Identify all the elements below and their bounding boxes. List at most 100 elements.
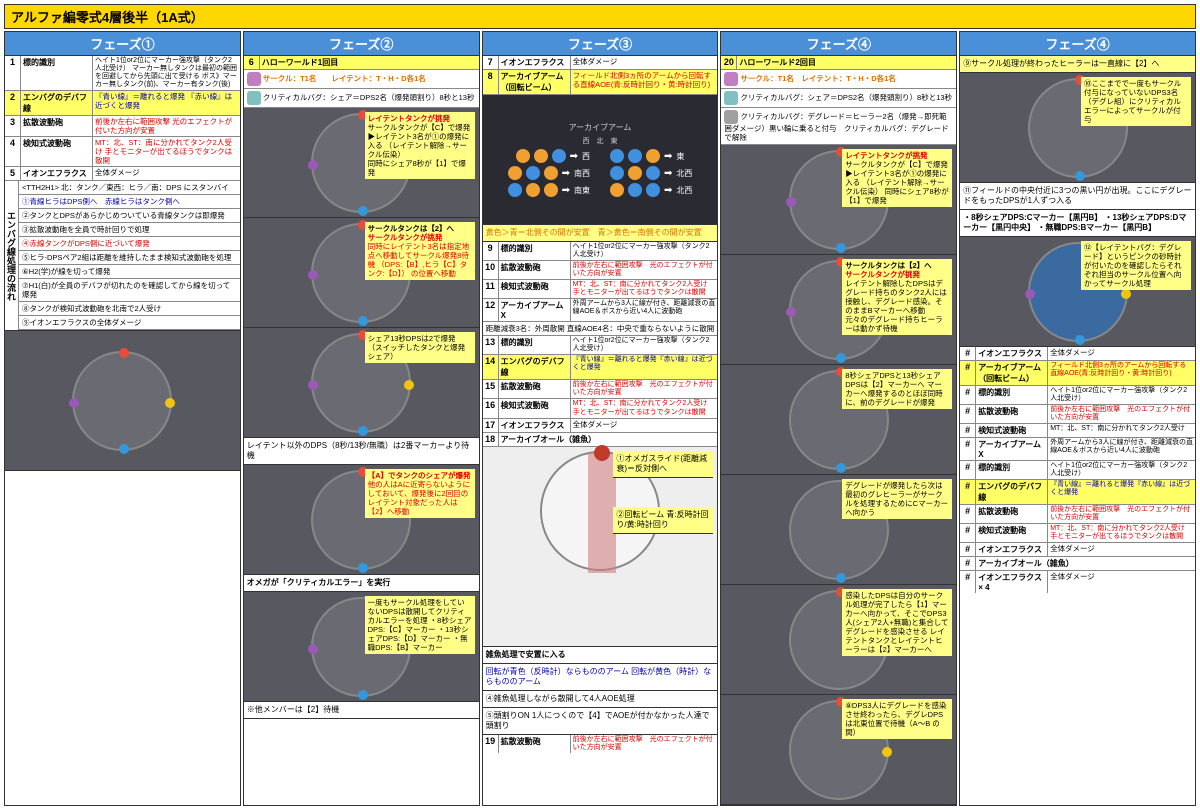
p2-dia3: シェア13秒DPSは2で爆発 （スイッチしたタンクと爆発シェア） — [244, 328, 479, 438]
t12-n: # — [960, 557, 976, 570]
r5-desc: 全体ダメージ — [93, 167, 240, 180]
p2-assign2: クリティカルバグ：シェア＝DPS2名（爆発頭割り）8秒と13秒 — [244, 89, 479, 108]
r3-num: 3 — [5, 116, 21, 136]
t13-d: 全体ダメージ — [1048, 571, 1195, 593]
r19-n: 19 — [483, 735, 499, 753]
t4-n: # — [960, 405, 976, 423]
t10-l: 検知式波動砲 — [976, 524, 1048, 542]
t13-n: # — [960, 571, 976, 593]
r10-n: 10 — [483, 261, 499, 279]
t5-n: # — [960, 424, 976, 437]
r15-n: 15 — [483, 380, 499, 398]
t11-l: イオンエフラクス — [976, 543, 1048, 556]
p5-a: ⑨サークル処理が終わったヒーラーは一直線に【2】へ — [960, 56, 1195, 73]
r18-n: 18 — [483, 433, 499, 446]
p4-dia6: ⑧DPS3人にデグレードを感染させ終わったら、デグレDPSは北東位置で待機（A〜… — [721, 695, 956, 805]
doc-title: アルファ編零式4層後半（1A式） — [4, 4, 1196, 29]
p4-dia3: 8秒シェアDPSと13秒シェアDPSは【2】マーカーへ マーカーへ爆発するのとほ… — [721, 365, 956, 475]
r13-l: 標的識別 — [499, 336, 571, 354]
p4-a1: サークル：T1名 レイテント：T・H・D各1名 — [721, 70, 956, 89]
p4-dia2: サークルタンクは【2】へサークルタンクが挑発レイテント解除したDPSはデグレード… — [721, 255, 956, 365]
p2-n4: レイテント以外のDPS（8秒/13秒/無職）は2番マーカーより待機 — [244, 438, 479, 465]
r11-n: 11 — [483, 280, 499, 298]
col-phase3: フェーズ③ 7イオンエフラクス全体ダメージ 8アーカイブアーム（回転ビーム）フィ… — [482, 31, 719, 806]
r3-desc: 前後か左右に範囲攻撃 光のエフェクトが付いた方向が安置 — [93, 116, 240, 136]
r14-d: 『青い線』＝離れると爆発『赤い線』は近づくと爆発 — [571, 355, 718, 379]
r10-d: 前後か左右に範囲攻撃 光のエフェクトが付いた方向が安置 — [571, 261, 718, 279]
p4-a2: クリティカルバグ：シェア＝DPS2名（爆発頭割り）8秒と13秒 — [721, 89, 956, 108]
r13-d: ヘイト1位or2位にマーカー強攻撃（タンク2人北受け） — [571, 336, 718, 354]
p5-d: ・8秒シェアDPS:Cマーカー【黒円B】 ・13秒シェアDPS:Dマーカー【黒円… — [960, 210, 1195, 237]
t9-d: 前後か左右に範囲攻撃 光のエフェクトが付いた方向が安置 — [1048, 505, 1195, 523]
r5-label: イオンエフラクス — [21, 167, 93, 180]
r6-num: 6 — [244, 56, 260, 69]
p2-assign1: サークル：T1名 レイテント：T・H・D各1名 — [244, 70, 479, 89]
t8-n: # — [960, 480, 976, 504]
p2-n6: オメガが「クリティカルエラー」を実行 — [244, 575, 479, 592]
r2-desc: 『青い線』＝離れると爆発 『赤い線』は近づくと爆発 — [93, 91, 240, 115]
r12b: 距離減衰3名：外周散開 直線AOE4名：中央で重ならないように散開 — [483, 322, 718, 336]
p5-dia2: ⑫【レイテントバグ：デグレード】というピンクの砂時計が付いたのを確認したらそれぞ… — [960, 237, 1195, 347]
boss6: ⑤頭割りON 1人につくので【4】でAOEが付かなかった人達で頭割り — [483, 708, 718, 735]
p1-diagram1 — [5, 331, 240, 471]
t5-d: MT：北、ST：南に分かれてタンク2人受け — [1048, 424, 1195, 437]
p2-dia5: 一度もサークル処理をしていないDPSは散開してクリティカルエラーを処理 ・8秒シ… — [244, 592, 479, 702]
col-phase4b: フェーズ④ ⑨サークル処理が終わったヒーラーは一直線に【2】へ ⑩ここまでで一度… — [959, 31, 1196, 806]
t4-d: 前後か左右に範囲攻撃 光のエフェクトが付いた方向が安置 — [1048, 405, 1195, 423]
r1-num: 1 — [5, 56, 21, 90]
r19-d: 前後か左右に範囲攻撃 光のエフェクトが付いた方向が安置 — [571, 735, 718, 753]
r8-l: アーカイブアーム（回転ビーム） — [499, 70, 571, 94]
r7-l: イオンエフラクス — [499, 56, 571, 69]
t4-l: 拡散波動砲 — [976, 405, 1048, 423]
r5-num: 5 — [5, 167, 21, 180]
r20-l: ハローワールド2回目 — [737, 56, 956, 69]
flow-8: ⑧タンクが検知式波動砲を北南で2人受け — [19, 302, 240, 316]
p4-a3: クリティカルバグ：デグレード＝ヒーラー2名（爆発→即死範囲ダメージ）黒い輪に乗る… — [721, 108, 956, 145]
r12-l: アーカイブアームX — [499, 299, 571, 321]
p2-dia1: レイテントタンクが挑発 サークルタンクが【C】で爆発 ▶レイテント3名が①の爆発… — [244, 108, 479, 218]
phase3-header: フェーズ③ — [483, 32, 718, 56]
p2-n7b: ※他メンバーは【2】待機 — [244, 702, 479, 719]
r8-n: 8 — [483, 70, 499, 94]
r17-l: イオンエフラクス — [499, 419, 571, 432]
flow-title: エンバグ線処理の流れ — [5, 181, 19, 330]
r11-d: MT：北、ST：南に分かれてタンク2人受け 手とモニターが出てるほうでタンクは散… — [571, 280, 718, 298]
t11-d: 全体ダメージ — [1048, 543, 1195, 556]
t1-l: イオンエフラクス — [976, 347, 1048, 360]
r16-d: MT：北、ST：南に分かれてタンク2人受け 手とモニターが出てるほうでタンクは散… — [571, 399, 718, 417]
t8-d: 『青い線』＝離れると爆発『赤い線』は近づくと爆発 — [1048, 480, 1195, 504]
t12-l: アーカイブオール（雑魚） — [976, 557, 1195, 570]
r14-n: 14 — [483, 355, 499, 379]
col-phase1: フェーズ① 1標的識別ヘイト1位or2位にマーカー強攻撃（タンク2人北受け） マ… — [4, 31, 241, 806]
boss4: 回転が青色（反時計）ならもののアーム 回転が黄色（時計）ならもののアーム — [483, 664, 718, 691]
p5-dia1: ⑩ここまでで一度もサークル付与になっていないDPS3名（デグレ組）にクリティカル… — [960, 73, 1195, 183]
t6-d: 外周アームから3人に線が付き、距離減衰の直線AOE＆ボスから近い4人に波動砲 — [1048, 438, 1195, 460]
r11-l: 検知式波動砲 — [499, 280, 571, 298]
arch-note: 黄色＞青＝北側その間が安置 青＞黄色＝南側その間が安置 — [483, 225, 718, 242]
flow-2: ②タンクとDPSがあらかじめついている青線タンクは即爆発 — [19, 209, 240, 223]
t5-l: 検知式波動砲 — [976, 424, 1048, 437]
t9-n: # — [960, 505, 976, 523]
r12-n: 12 — [483, 299, 499, 321]
r4-desc: MT：北、ST：南に分かれてタンク2人受け 手とモニターが出てるほうでタンクは散… — [93, 137, 240, 166]
r4-label: 検知式波動砲 — [21, 137, 93, 166]
boss-diagram: ①オメガスライド(距離減衰)＝反対側へ ②回転ビーム 青:反時計回り/黄:時計回… — [483, 447, 718, 647]
t10-n: # — [960, 524, 976, 542]
r1-label: 標的識別 — [21, 56, 93, 90]
p4-dia4: デグレードが爆発したら次は最初のグレヒーラーがサークルを処理するためにCマーカー… — [721, 475, 956, 585]
r14-l: エンバグのデバフ線 — [499, 355, 571, 379]
r17-d: 全体ダメージ — [571, 419, 718, 432]
r2-num: 2 — [5, 91, 21, 115]
r10-l: 拡散波動砲 — [499, 261, 571, 279]
flow-7: ⑦H1(白)が全員のデバフが切れたのを確認してから線を切って爆発 — [19, 279, 240, 302]
col-phase2: フェーズ② 6ハローワールド1回目 サークル：T1名 レイテント：T・H・D各1… — [243, 31, 480, 806]
p2-dia4: 【A】でタンクのシェアが爆発他の人はAに近寄らないようにしておいて、爆発後に2回… — [244, 465, 479, 575]
t3-d: ヘイト1位or2位にマーカー強攻撃（タンク2人北受け） — [1048, 386, 1195, 404]
r18-l: アーカイブオール（雑魚） — [499, 433, 718, 446]
boss5: ④雑魚処理しながら散開して4人AOE処理 — [483, 691, 718, 708]
flow-0: <TTH2H1> 北：タンク／東西：ヒラ／南：DPS にスタンバイ — [19, 181, 240, 195]
col-phase4a: フェーズ④ 20ハローワールド2回目 サークル：T1名 レイテント：T・H・D各… — [720, 31, 957, 806]
flow-9: ⑨イオンエフラクスの全体ダメージ — [19, 316, 240, 330]
t2-n: # — [960, 361, 976, 385]
r16-n: 16 — [483, 399, 499, 417]
